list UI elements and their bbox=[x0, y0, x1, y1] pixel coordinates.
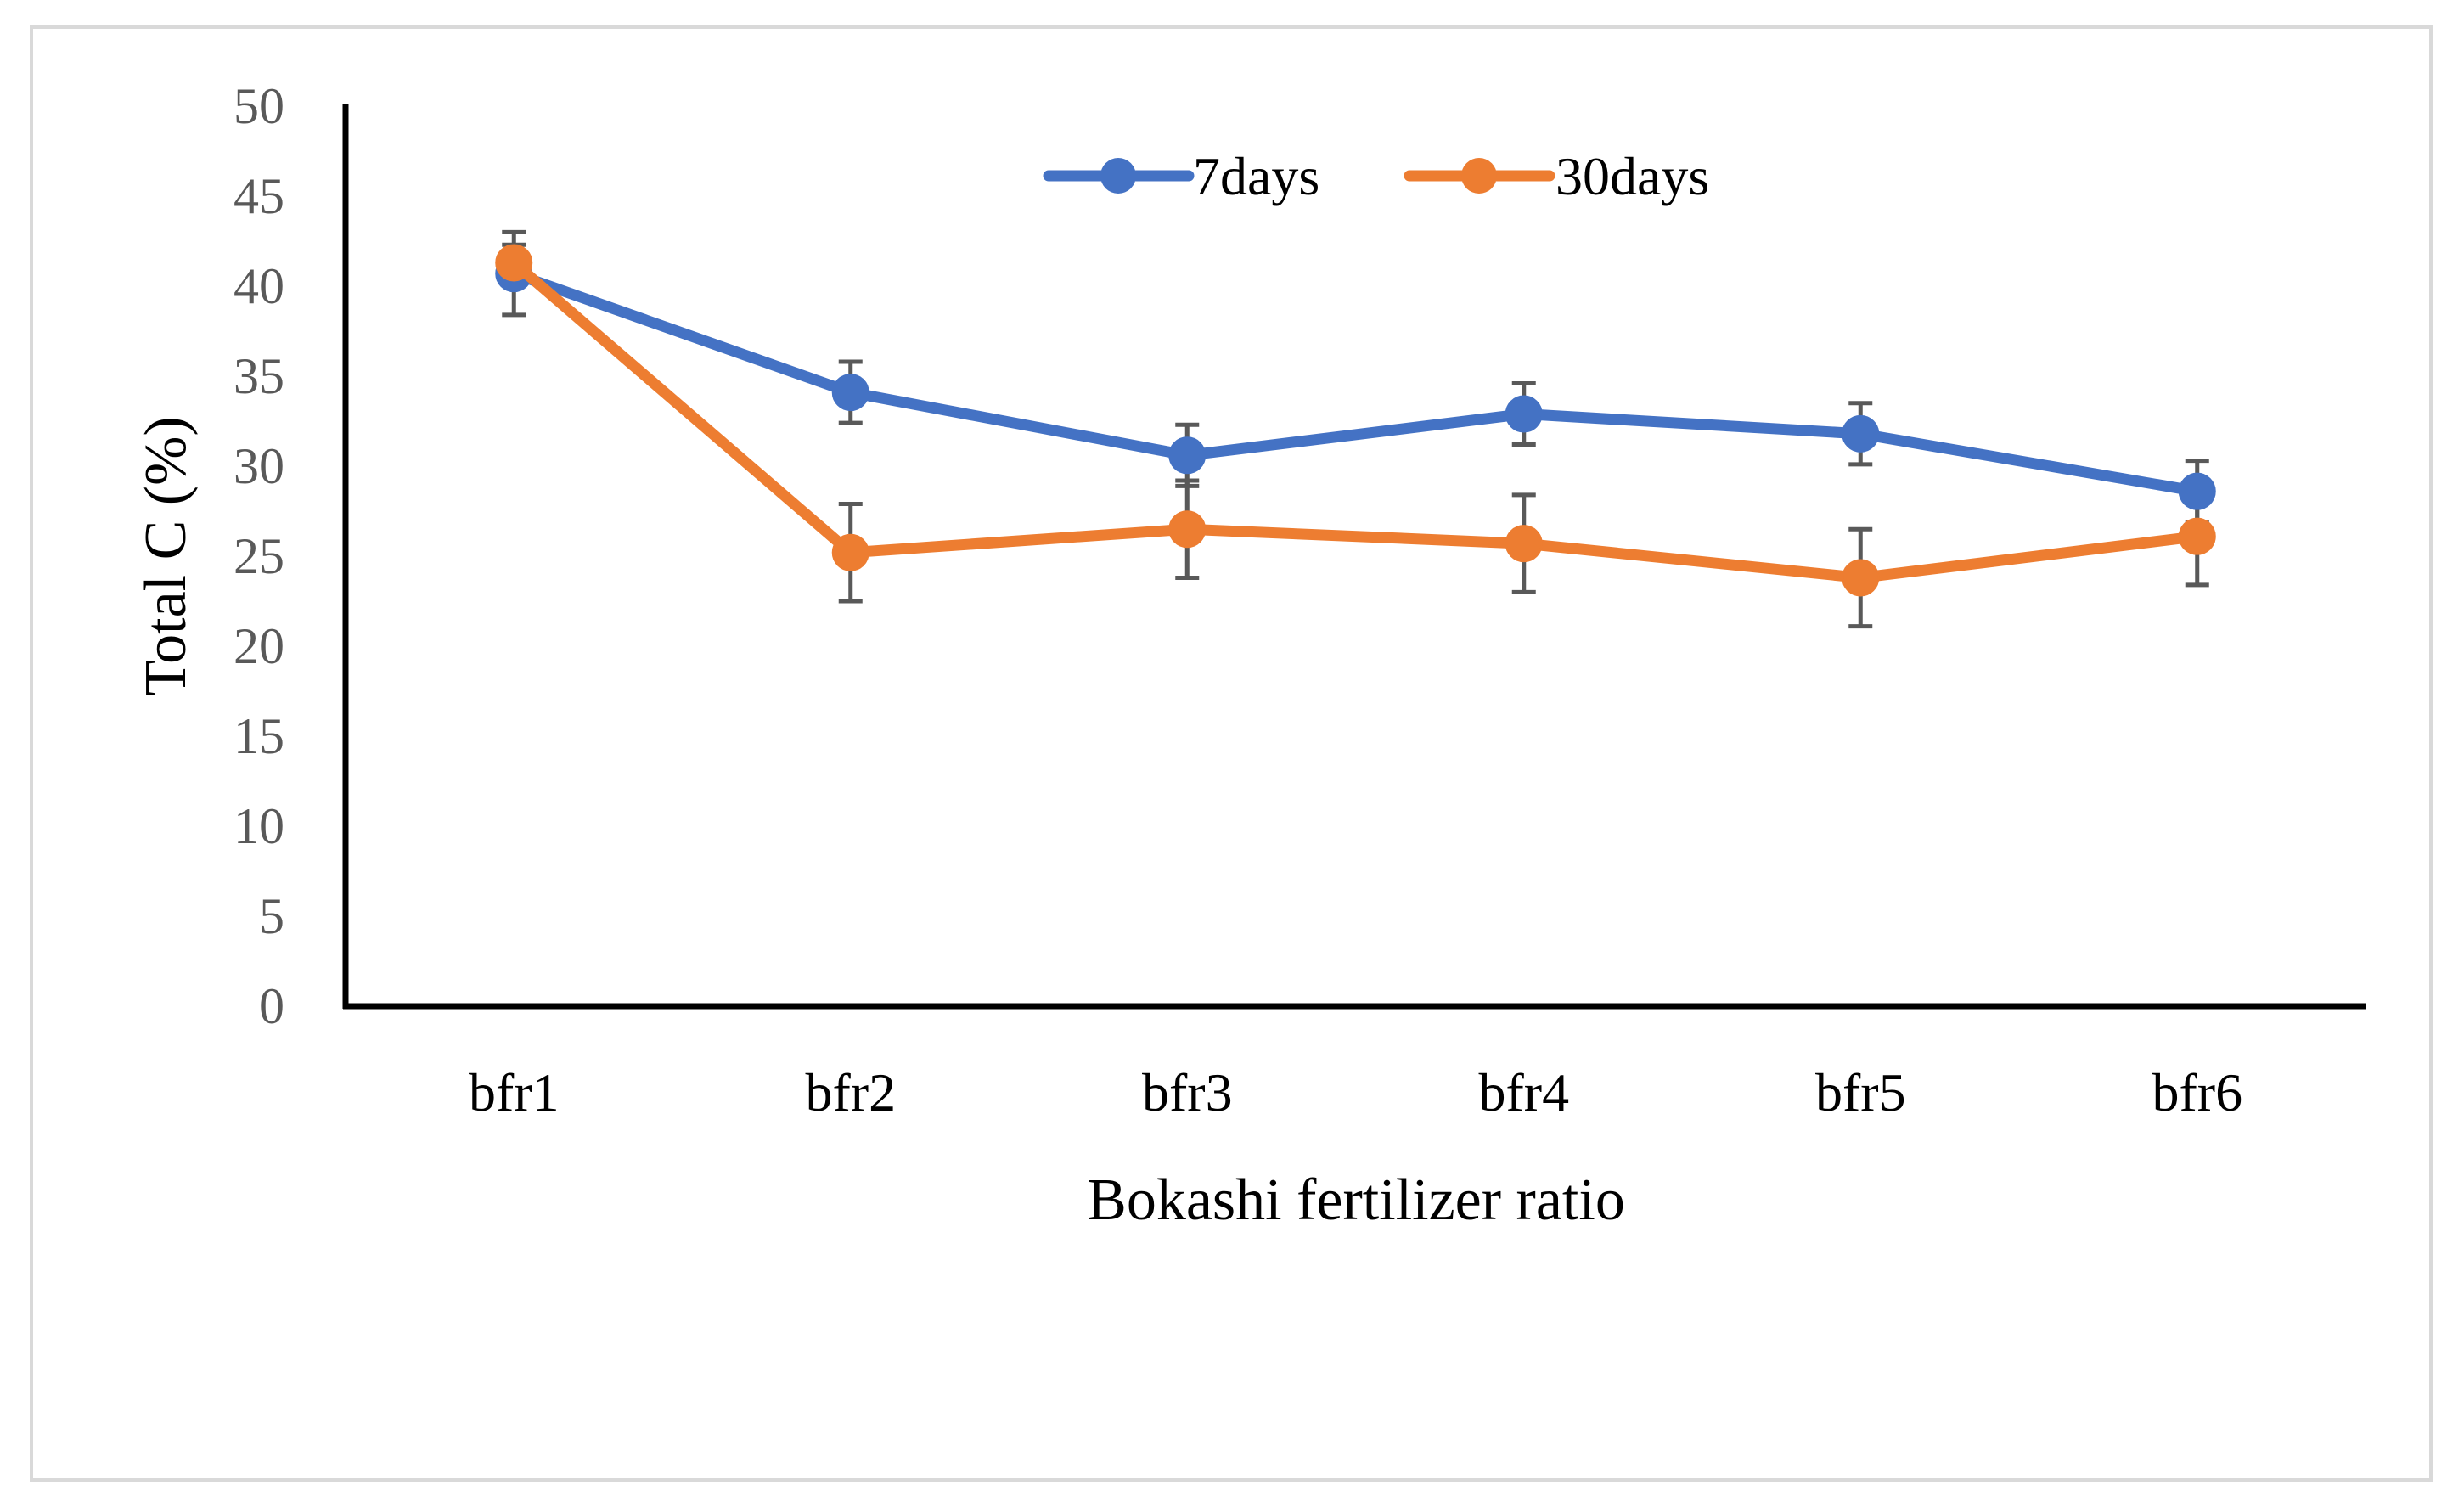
y-tick-label: 25 bbox=[233, 528, 284, 584]
data-point-7days bbox=[2178, 472, 2216, 510]
data-point-30days bbox=[2178, 517, 2216, 555]
x-axis-title: Bokashi fertilizer ratio bbox=[1087, 1168, 1625, 1233]
x-tick-label: bfr6 bbox=[2152, 1062, 2242, 1123]
y-tick-label: 20 bbox=[233, 618, 284, 674]
x-tick-label: bfr1 bbox=[469, 1062, 560, 1123]
data-point-30days bbox=[1842, 559, 1880, 597]
y-axis-tick-labels: 0 5 10 15 20 25 30 35 40 45 50 bbox=[233, 78, 284, 1034]
legend-entry-30days: 30days bbox=[1404, 146, 1709, 206]
data-point-30days bbox=[831, 533, 869, 571]
data-point-30days bbox=[1505, 525, 1543, 563]
y-tick-label: 5 bbox=[259, 888, 284, 944]
data-point-7days bbox=[831, 374, 869, 412]
legend-label: 7days bbox=[1193, 146, 1319, 206]
data-point-7days bbox=[1168, 436, 1207, 475]
series-line-30days bbox=[508, 256, 2203, 583]
legend-swatch-marker bbox=[1461, 158, 1497, 194]
legend-label: 30days bbox=[1555, 146, 1709, 206]
legend-swatch-marker bbox=[1100, 158, 1136, 194]
y-tick-label: 15 bbox=[233, 708, 284, 764]
x-tick-label: bfr4 bbox=[1478, 1062, 1569, 1123]
x-tick-label: bfr5 bbox=[1815, 1062, 1906, 1123]
y-tick-label: 50 bbox=[233, 78, 284, 134]
data-point-30days bbox=[495, 244, 533, 282]
data-point-30days bbox=[1168, 510, 1207, 549]
y-axis-title: Total C (%) bbox=[133, 416, 199, 695]
y-tick-label: 40 bbox=[233, 258, 284, 314]
axes bbox=[342, 104, 2366, 1010]
legend-entry-7days: 7days bbox=[1043, 146, 1319, 206]
y-tick-label: 45 bbox=[233, 168, 284, 224]
y-tick-label: 10 bbox=[233, 798, 284, 854]
x-tick-label: bfr3 bbox=[1142, 1062, 1233, 1123]
x-tick-label: bfr2 bbox=[805, 1062, 896, 1123]
series-layer bbox=[495, 229, 2216, 629]
data-point-7days bbox=[1842, 414, 1880, 453]
data-point-7days bbox=[1505, 395, 1543, 433]
series-line-7days bbox=[508, 267, 2203, 498]
y-tick-label: 30 bbox=[233, 438, 284, 494]
y-tick-label: 0 bbox=[259, 978, 284, 1034]
legend: 7days 30days bbox=[1043, 146, 1709, 206]
y-tick-label: 35 bbox=[233, 348, 284, 404]
x-axis-category-labels: bfr1 bfr2 bfr3 bfr4 bfr5 bfr6 bbox=[469, 1062, 2242, 1123]
chart-frame bbox=[30, 25, 2433, 1482]
